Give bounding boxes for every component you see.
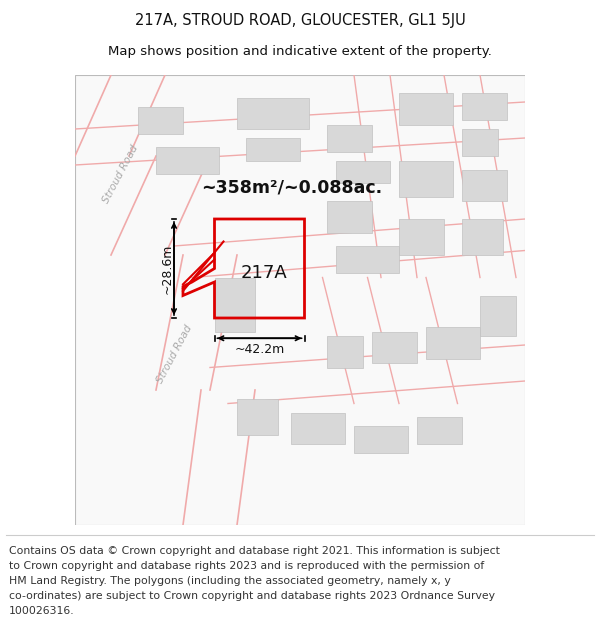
Text: Stroud Road: Stroud Road: [154, 323, 194, 385]
Bar: [336, 161, 390, 183]
Bar: [327, 201, 372, 232]
Text: ~358m²/~0.088ac.: ~358m²/~0.088ac.: [201, 179, 382, 196]
Bar: [215, 278, 255, 331]
Bar: [462, 129, 498, 156]
Bar: [354, 426, 408, 453]
Text: Map shows position and indicative extent of the property.: Map shows position and indicative extent…: [108, 45, 492, 58]
Text: to Crown copyright and database rights 2023 and is reproduced with the permissio: to Crown copyright and database rights 2…: [9, 561, 484, 571]
Bar: [156, 147, 219, 174]
Bar: [246, 138, 300, 161]
Text: Contains OS data © Crown copyright and database right 2021. This information is : Contains OS data © Crown copyright and d…: [9, 546, 500, 556]
Bar: [462, 219, 503, 255]
Bar: [462, 169, 507, 201]
Text: ~28.6m: ~28.6m: [161, 243, 174, 294]
Bar: [327, 336, 363, 367]
Bar: [138, 106, 183, 134]
Bar: [417, 417, 462, 444]
Bar: [237, 399, 277, 435]
Bar: [399, 93, 453, 124]
Bar: [336, 246, 399, 273]
Bar: [291, 412, 345, 444]
Text: 217A: 217A: [241, 264, 287, 282]
Text: Stroud Road: Stroud Road: [100, 143, 140, 205]
Text: ~42.2m: ~42.2m: [235, 343, 284, 356]
Bar: [327, 124, 372, 151]
Text: 100026316.: 100026316.: [9, 606, 74, 616]
Bar: [237, 98, 309, 129]
Bar: [426, 327, 480, 359]
Bar: [399, 161, 453, 196]
Text: 217A, STROUD ROAD, GLOUCESTER, GL1 5JU: 217A, STROUD ROAD, GLOUCESTER, GL1 5JU: [134, 12, 466, 28]
Text: co-ordinates) are subject to Crown copyright and database rights 2023 Ordnance S: co-ordinates) are subject to Crown copyr…: [9, 591, 495, 601]
Bar: [399, 219, 444, 255]
Bar: [462, 93, 507, 120]
Text: HM Land Registry. The polygons (including the associated geometry, namely x, y: HM Land Registry. The polygons (includin…: [9, 576, 451, 586]
Bar: [372, 331, 417, 363]
Bar: [480, 296, 516, 336]
